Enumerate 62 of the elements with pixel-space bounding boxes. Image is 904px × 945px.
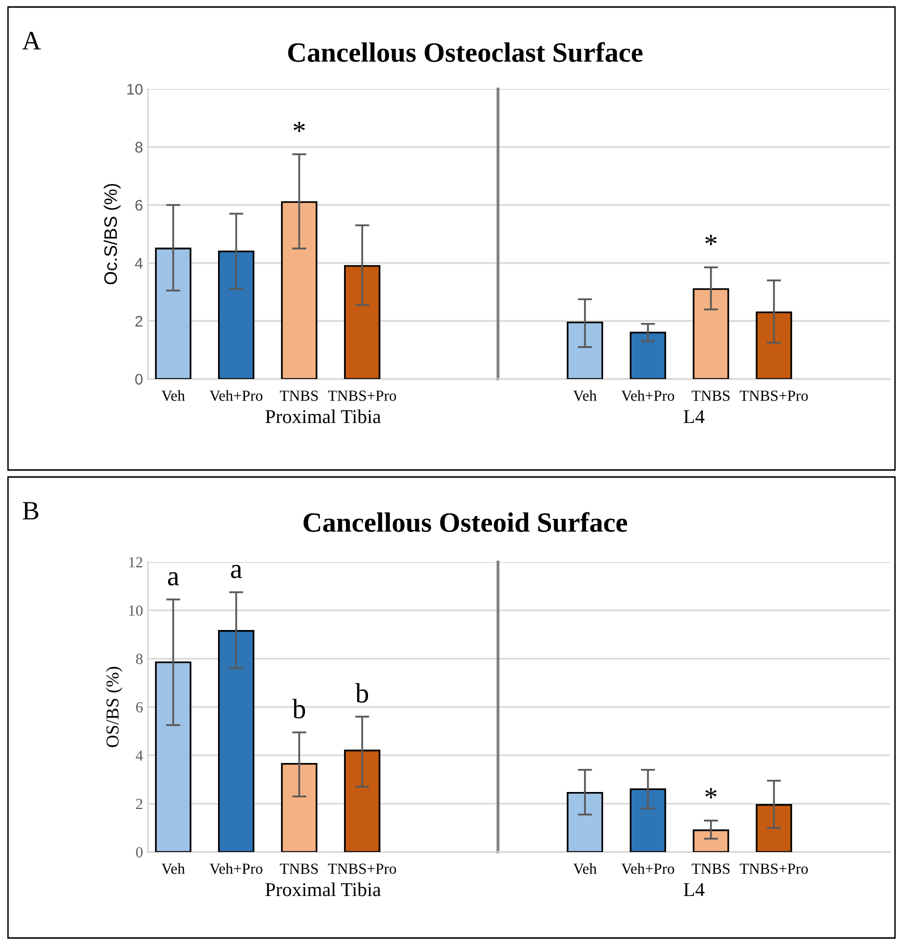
data-label: * <box>705 234 717 246</box>
bar <box>281 201 318 379</box>
y-tick-label: 2 <box>135 316 142 327</box>
data-label: a <box>231 564 242 578</box>
y-axis-title: Oc.S/BS (%) <box>104 184 121 284</box>
y-tick-label: 8 <box>135 142 142 153</box>
y-tick-label: 12 <box>129 557 142 568</box>
y-axis-title: OS/BS (%) <box>106 666 122 748</box>
x-tick-label: Veh <box>161 863 185 874</box>
x-tick-label: Veh+Pro <box>210 863 262 874</box>
bar <box>630 788 666 852</box>
x-tick-label: Veh <box>161 390 185 401</box>
bar <box>218 630 254 852</box>
bar <box>692 829 730 852</box>
x-axis-title: Proximal Tibia <box>265 882 381 896</box>
x-tick-label: Veh+Pro <box>210 390 262 401</box>
y-tick-label: 2 <box>136 798 142 809</box>
bar <box>756 311 792 379</box>
x-tick-label: Veh+Pro <box>621 863 674 874</box>
y-tick-label: 4 <box>136 750 143 761</box>
bar <box>630 332 666 379</box>
x-tick-label: Veh <box>573 390 597 401</box>
text: Cancellous Osteoclast Surface <box>288 42 642 62</box>
x-tick-label: Veh <box>573 863 597 874</box>
y-tick-label: 6 <box>135 200 142 211</box>
x-axis-title: L4 <box>684 410 704 424</box>
y-tick-label: 4 <box>134 258 143 269</box>
x-tick-label: TNBS <box>280 390 318 401</box>
bar <box>155 661 192 852</box>
bar <box>344 265 380 379</box>
x-axis-title: L4 <box>684 883 704 896</box>
data-label: b <box>292 698 306 718</box>
bar <box>692 288 730 379</box>
text: B <box>22 502 38 520</box>
x-tick-label: TNBS+Pro <box>328 390 396 401</box>
y-tick-label: 8 <box>136 654 143 664</box>
y-tick-label: 10 <box>127 84 143 95</box>
y-tick-label: 0 <box>135 374 143 385</box>
data-label: * <box>705 788 717 798</box>
x-tick-label: TNBS+Pro <box>328 864 396 874</box>
x-tick-label: TNBS <box>692 864 730 874</box>
x-tick-label: TNBS+Pro <box>740 390 808 401</box>
bar <box>566 322 604 379</box>
bar <box>155 248 192 379</box>
bar <box>344 750 380 852</box>
y-tick-label: 0 <box>136 847 143 858</box>
data-label: * <box>294 122 305 132</box>
bar <box>566 792 604 852</box>
text: Cancellous Osteoid Surface <box>304 512 628 532</box>
x-tick-label: TNBS+Pro <box>740 864 808 874</box>
y-tick-label: 10 <box>129 605 143 616</box>
text: A <box>22 32 41 50</box>
data-label: a <box>168 572 179 586</box>
bar <box>281 762 318 852</box>
x-tick-label: Veh+Pro <box>621 390 674 401</box>
data-label: b <box>355 683 368 703</box>
bar <box>756 804 792 852</box>
x-tick-label: TNBS <box>280 864 318 874</box>
bar <box>218 250 254 379</box>
y-tick-label: 6 <box>136 702 143 712</box>
x-axis-title: Proximal Tibia <box>265 410 381 424</box>
x-tick-label: TNBS <box>692 390 730 401</box>
